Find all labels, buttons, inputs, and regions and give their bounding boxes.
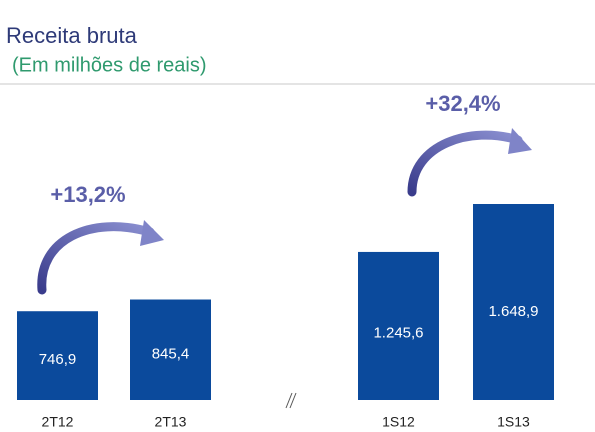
bar <box>130 299 211 400</box>
chart-subtitle: (Em milhões de reais) <box>12 54 207 76</box>
annotation: +32,4% <box>425 91 500 116</box>
x-tick-label: 1S13 <box>497 414 530 430</box>
chart-title: Receita bruta <box>6 23 138 48</box>
bar <box>358 251 439 400</box>
x-tick-label: 1S12 <box>382 414 415 430</box>
value-label: 845,4 <box>152 346 190 363</box>
axis-break <box>285 392 293 409</box>
annotation: +13,2% <box>50 182 125 207</box>
arrow-head <box>140 220 164 246</box>
arrow-head <box>508 128 532 154</box>
axis-break <box>289 392 297 409</box>
growth-arrow <box>37 222 155 295</box>
value-label: 1.245,6 <box>373 324 423 341</box>
x-tick-label: 2T12 <box>42 414 74 430</box>
value-label: 746,9 <box>39 351 77 368</box>
value-label: 1.648,9 <box>488 303 538 320</box>
growth-arrow <box>407 130 523 197</box>
bar <box>17 311 98 400</box>
x-tick-label: 2T13 <box>155 414 187 430</box>
bar <box>473 204 554 400</box>
